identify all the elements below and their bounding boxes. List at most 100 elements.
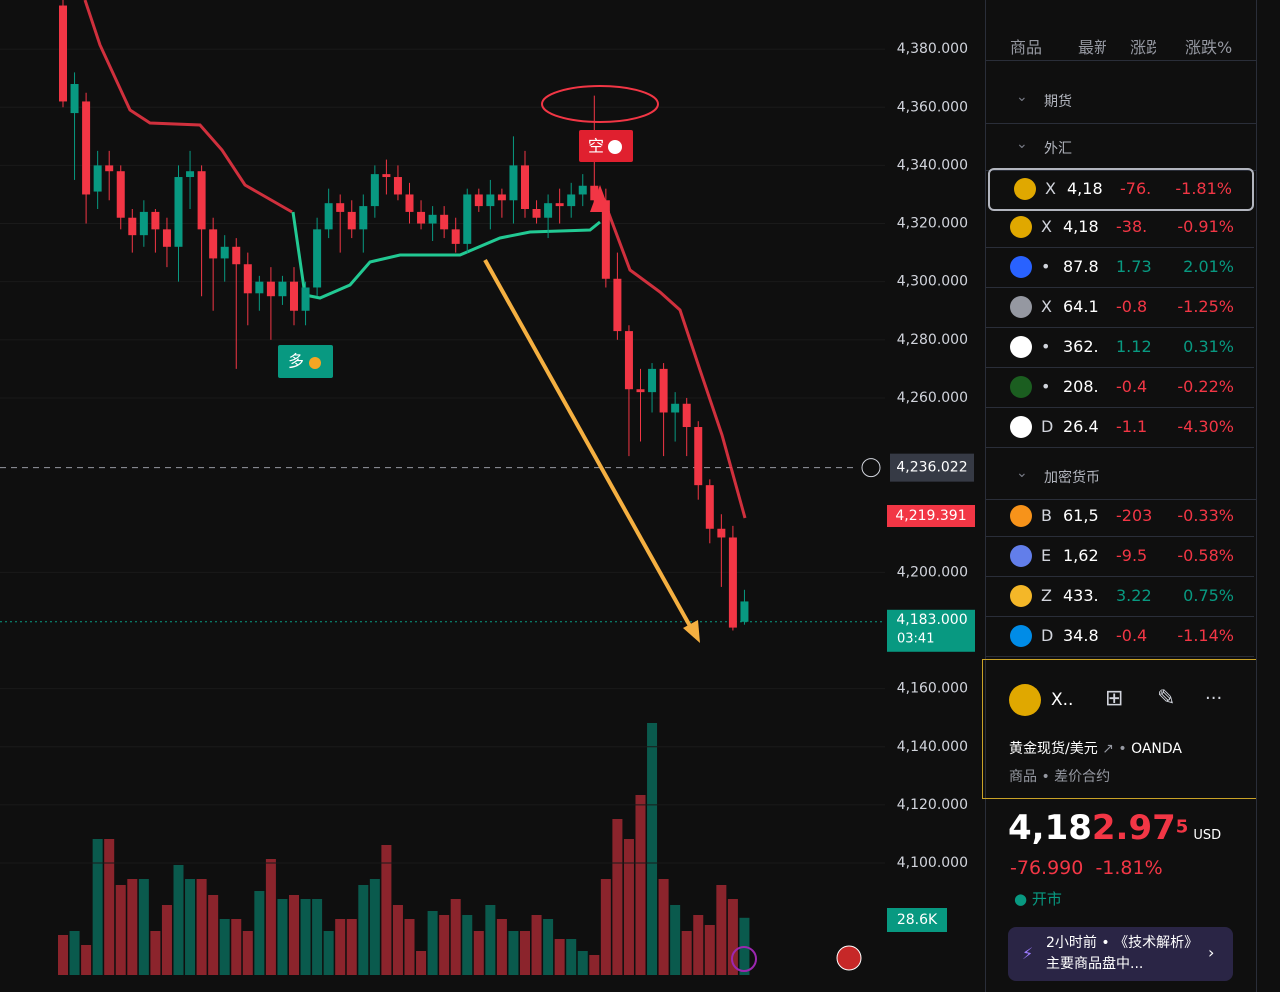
sell-badge — [579, 130, 633, 162]
volume-bar — [496, 919, 507, 975]
volume-bar — [208, 895, 219, 975]
watchlist-row[interactable]: D 26.4 -1.1 -4.30% — [986, 408, 1254, 448]
alert-price-label: 4,219.391 — [895, 508, 966, 524]
edit-button[interactable]: ✎ — [1157, 686, 1176, 711]
candle-body — [544, 203, 553, 218]
flag-button[interactable] — [836, 945, 862, 971]
volume-bar — [635, 795, 646, 975]
candle-body — [116, 171, 125, 218]
watchlist-row[interactable]: Z 433. 3.22 0.75% — [986, 577, 1254, 617]
status: 开市 — [1031, 890, 1062, 908]
candle-body — [555, 203, 564, 207]
change: -0.4 — [1116, 626, 1148, 645]
candle-body — [139, 211, 148, 236]
change: 3.22 — [1116, 586, 1152, 605]
buy-label: 多 — [288, 352, 304, 371]
news-card[interactable]: ⚡ 2小时前 • 《技术解析》主要商品盘中... › — [1008, 927, 1233, 981]
volume-bar — [693, 915, 704, 975]
symbol-icon — [1009, 684, 1041, 716]
candle-body — [405, 194, 414, 212]
chevron: ⌄ — [1016, 89, 1028, 105]
trend-line-green — [291, 211, 601, 300]
volume-bar — [589, 955, 600, 975]
volume-bar — [462, 915, 473, 975]
icon: ⚡ — [1022, 944, 1034, 963]
candle-body — [370, 174, 379, 207]
trend-line-red — [83, 0, 293, 214]
symbol: X.. — [1051, 690, 1074, 710]
lightning-button[interactable] — [731, 946, 757, 972]
watchlist-row[interactable]: D 34.8 -0.4 -1.14% — [986, 617, 1254, 657]
volume-bar — [69, 931, 80, 975]
y-tick-label: 4,280.000 — [897, 332, 968, 348]
watchlist-row[interactable]: X 64.1 -0.8 -1.25% — [986, 288, 1254, 328]
candle-body — [393, 177, 402, 195]
symbol-detail: X.. ⊞ ✎ ··· 黄金现货/美元 ↗ • OANDA 商品 • 差价合约 — [982, 659, 1264, 799]
change: -76. — [1120, 179, 1152, 198]
volume-bar — [450, 899, 461, 975]
news-title: 《技术解析》主要商品盘中... — [1046, 935, 1192, 972]
column-header[interactable]: 涨跌 — [1130, 38, 1156, 57]
volume-bar — [520, 931, 530, 975]
change: -76.990 — [1010, 857, 1084, 879]
symbol: X — [1041, 217, 1052, 236]
candle-body — [624, 331, 633, 390]
watchlist-row[interactable]: E 1,62 -9.5 -0.58% — [986, 537, 1254, 577]
column-header[interactable]: 商品 — [1010, 38, 1043, 57]
add-alert-button[interactable] — [861, 458, 881, 478]
section-header[interactable]: ⌄ 期货 — [986, 77, 1256, 124]
highlight-ellipse — [541, 85, 659, 123]
chevron: › — [1208, 943, 1215, 962]
change: 1.12 — [1116, 337, 1152, 356]
candle-body — [313, 229, 322, 288]
layout-button[interactable]: ⊞ — [1105, 686, 1124, 711]
candle-body — [93, 165, 102, 192]
candle-body — [636, 389, 645, 393]
price: 433. — [1063, 586, 1099, 605]
symbol-icon — [1010, 336, 1032, 358]
volume-bar — [115, 885, 126, 975]
change-pct: -0.22% — [1177, 377, 1234, 396]
candle-body — [266, 281, 275, 297]
watchlist-row[interactable]: • 87.8 1.73 2.01% — [986, 248, 1254, 288]
watchlist-row[interactable]: X 4,18 -76. -1.81% — [988, 168, 1254, 211]
price: 61,5 — [1063, 506, 1099, 525]
candle-body — [301, 287, 310, 311]
symbol-icon — [1010, 216, 1032, 238]
change-pct: -1.25% — [1177, 297, 1234, 316]
candle-body — [151, 211, 160, 230]
volume-bar — [242, 931, 253, 975]
more-button[interactable]: ··· — [1205, 688, 1223, 709]
watchlist-row[interactable]: • 208. -0.4 -0.22% — [986, 368, 1254, 408]
change-pct: -0.33% — [1177, 506, 1234, 525]
candle-body — [705, 485, 714, 529]
watchlist-row[interactable]: • 362. 1.12 0.31% — [986, 328, 1254, 368]
column-header[interactable]: 涨跌% — [1185, 38, 1233, 57]
candle-body — [590, 185, 599, 201]
volume-bar — [92, 839, 103, 975]
candle-body — [220, 246, 229, 259]
volume-bar — [173, 865, 184, 975]
candle-body — [197, 171, 206, 230]
watchlist-row[interactable]: X 4,18 -38. -0.91% — [986, 208, 1254, 248]
section-header[interactable]: ⌄ 加密货币 — [986, 453, 1256, 500]
section-title: 加密货币 — [1044, 470, 1100, 486]
sell-label: 空 — [588, 137, 604, 156]
volume-bar — [566, 939, 577, 975]
candle-body — [359, 206, 368, 230]
volume-bar — [381, 845, 392, 975]
symbol-icon — [1010, 625, 1032, 647]
section-header[interactable]: ⌄ 外汇 — [986, 124, 1256, 171]
icon — [309, 357, 321, 369]
symbol: • — [1041, 377, 1051, 396]
symbol: • — [1041, 337, 1051, 356]
volume-bar — [404, 919, 415, 975]
change: -203 — [1116, 506, 1152, 525]
candle-body — [578, 185, 587, 195]
change-pct: 0.31% — [1183, 337, 1234, 356]
column-header[interactable]: 最新 — [1078, 38, 1106, 57]
symbol-icon — [1010, 256, 1032, 278]
change: -1.1 — [1116, 417, 1148, 436]
price: 1,62 — [1063, 546, 1099, 565]
watchlist-row[interactable]: B 61,5 -203 -0.33% — [986, 497, 1254, 537]
